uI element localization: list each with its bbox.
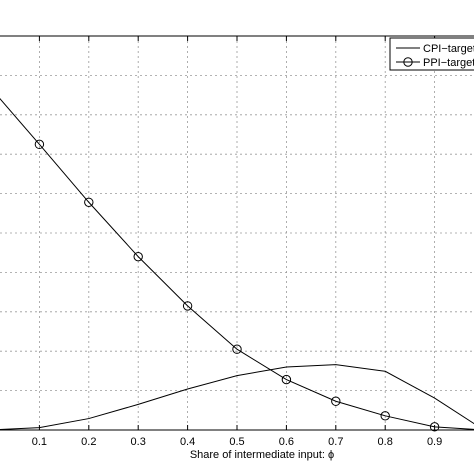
grid (0, 36, 474, 430)
series-line-0 (0, 364, 474, 431)
x-tick-label-7: 0.8 (378, 436, 393, 448)
series-1-point-6 (281, 374, 292, 385)
x-tick-label-8: 0.9 (427, 436, 442, 448)
x-tick-label-3: 0.4 (180, 436, 195, 448)
x-tick-label-1: 0.2 (81, 436, 96, 448)
x-tick-label-0: 0.1 (32, 436, 47, 448)
series-1-point-7 (331, 396, 341, 406)
series-1-point-5 (232, 344, 242, 354)
series-1-point-4 (182, 301, 193, 311)
x-tick-label-4: 0.5 (229, 436, 244, 448)
legend-marker-ppi (403, 57, 413, 67)
legend-entry-cpi: CPI−target (396, 43, 474, 55)
series-1-point-8 (380, 411, 390, 421)
legend-box (389, 37, 474, 71)
series-1-point-2 (84, 197, 94, 207)
legend-label-cpi: CPI−target (423, 43, 474, 55)
series-line-1 (0, 98, 474, 430)
legend-label-ppi: PPI−target (423, 57, 474, 69)
series-1-point-9 (429, 422, 440, 432)
x-axis-label: Share of intermediate input: ϕ (190, 449, 334, 461)
series-layer (0, 98, 474, 432)
series-1-point-1 (34, 139, 45, 150)
x-tick-label-2: 0.3 (131, 436, 146, 448)
legend: CPI−target PPI−target (389, 37, 474, 71)
x-tick-label-5: 0.6 (279, 436, 294, 448)
x-tick-label-6: 0.7 (328, 436, 343, 448)
series-1-point-3 (133, 251, 143, 262)
x-axis-ticks: 0.1 0.2 0.3 0.4 0.5 0.6 0.7 0.8 0.9 (32, 36, 442, 448)
legend-entry-ppi: PPI−target (396, 57, 474, 69)
